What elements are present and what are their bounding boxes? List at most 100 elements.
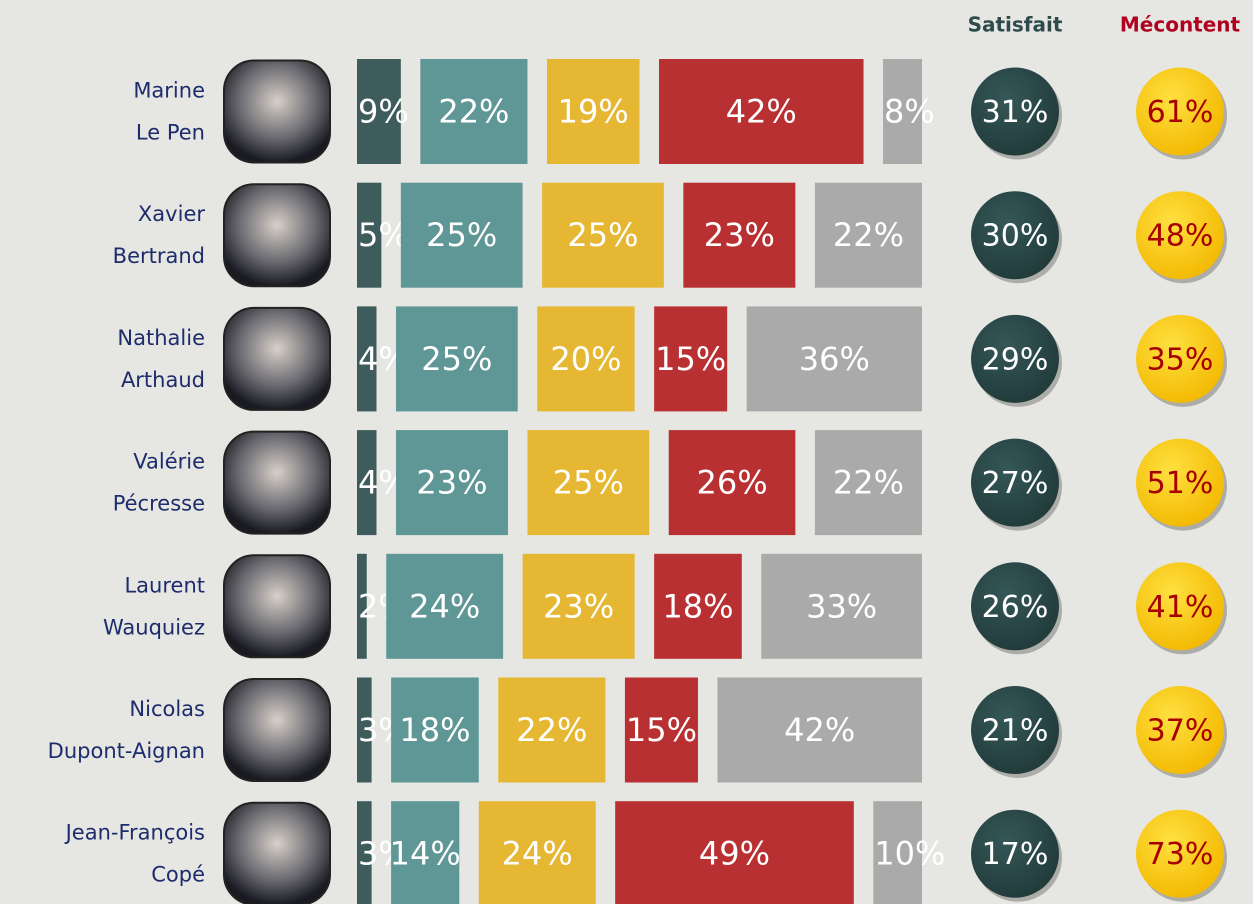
candidate-name: Xavier: [138, 202, 205, 226]
value-label: 10%: [874, 835, 945, 873]
total-badge: [1136, 562, 1224, 651]
value-label: 9%: [358, 93, 409, 131]
candidate-name: Jean-François: [64, 821, 205, 845]
value-label: 42%: [726, 93, 797, 131]
value-label: 36%: [799, 340, 870, 378]
bar-segment: [542, 182, 664, 288]
bar-segment: [615, 801, 854, 904]
total-label: 37%: [1147, 714, 1214, 749]
bar-segment: [883, 59, 922, 164]
bar-segment: [659, 59, 864, 164]
candidate-name: Arthaud: [121, 368, 205, 392]
total-badge: [1136, 191, 1224, 280]
bar-segment: [357, 59, 401, 164]
candidate-name: Pécresse: [113, 492, 205, 516]
total-label: 27%: [982, 466, 1049, 501]
column-header: Satisfait: [968, 13, 1063, 37]
total-label: 30%: [982, 219, 1049, 254]
value-label: 18%: [399, 711, 470, 749]
value-label: 20%: [550, 340, 621, 378]
value-label: 23%: [704, 216, 775, 254]
total-label: 17%: [982, 837, 1049, 872]
total-badge: [1136, 809, 1224, 898]
value-label: 25%: [421, 340, 492, 378]
bar-segment: [498, 677, 606, 783]
bar-segment: [761, 553, 922, 659]
total-label: 21%: [982, 714, 1049, 749]
total-label: 26%: [982, 590, 1049, 625]
bar-segment: [814, 182, 922, 288]
total-label: 73%: [1147, 837, 1214, 872]
candidate-photo: [223, 554, 331, 659]
bar-segment: [357, 182, 382, 288]
value-label: 22%: [833, 216, 904, 254]
total-badge: [971, 809, 1059, 898]
total-badge: [971, 67, 1059, 156]
total-label: 41%: [1147, 590, 1214, 625]
bar-segment: [357, 553, 367, 659]
value-label: 19%: [558, 93, 629, 131]
candidate-name: Nathalie: [117, 326, 205, 350]
bar-segment: [400, 182, 523, 288]
candidate-name: Bertrand: [113, 244, 205, 268]
total-badge: [1136, 438, 1224, 527]
total-label: 61%: [1147, 95, 1214, 130]
column-header: Mécontent: [1120, 13, 1241, 37]
bar-segment: [746, 306, 922, 412]
bar-segment: [478, 801, 596, 904]
bar-segment: [386, 553, 504, 659]
bar-segment: [654, 553, 742, 659]
bar-segment: [357, 677, 372, 783]
candidate-name: Marine: [133, 79, 205, 103]
value-label: 22%: [516, 711, 587, 749]
value-label: 25%: [553, 464, 624, 502]
value-label: 15%: [655, 340, 726, 378]
value-label: 18%: [662, 587, 733, 625]
bar-segment: [391, 677, 479, 783]
total-badge: [971, 314, 1059, 403]
candidate-name: Wauquiez: [103, 615, 205, 639]
value-label: 42%: [784, 711, 855, 749]
value-label: 24%: [502, 835, 573, 873]
value-label: 26%: [696, 464, 767, 502]
value-label: 22%: [438, 93, 509, 131]
candidate-name: Le Pen: [136, 121, 205, 145]
value-label: 14%: [390, 835, 461, 873]
candidate-name: Laurent: [124, 573, 205, 597]
bar-segment: [357, 306, 377, 412]
bar-segment: [537, 306, 635, 412]
bar-segment: [683, 182, 796, 288]
candidate-photo: [223, 430, 331, 535]
candidate-name: Copé: [151, 863, 205, 887]
bar-segment: [668, 430, 796, 536]
total-label: 51%: [1147, 466, 1214, 501]
candidate-photo: [223, 306, 331, 411]
total-label: 31%: [982, 95, 1049, 130]
bar-segment: [546, 59, 640, 164]
value-label: 8%: [884, 93, 935, 131]
bar-segment: [357, 430, 377, 536]
value-label: 23%: [543, 587, 614, 625]
value-label: 5%: [358, 216, 409, 254]
candidate-name: Valérie: [133, 450, 205, 474]
total-badge: [1136, 686, 1224, 774]
total-badge: [971, 686, 1059, 774]
bar-segment: [395, 430, 508, 536]
bar-segment: [522, 553, 635, 659]
value-label: 25%: [426, 216, 497, 254]
total-badge: [971, 562, 1059, 651]
value-label: 33%: [806, 587, 877, 625]
bar-segment: [527, 430, 650, 536]
bar-segment: [814, 430, 922, 536]
value-label: 22%: [833, 464, 904, 502]
total-label: 35%: [1147, 342, 1214, 377]
bar-segment: [357, 801, 372, 904]
bar-segment: [420, 59, 528, 164]
value-label: 24%: [409, 587, 480, 625]
value-label: 49%: [699, 835, 770, 873]
candidate-name: Nicolas: [129, 697, 205, 721]
candidate-photo: [223, 183, 331, 288]
bar-segment: [624, 677, 698, 783]
candidate-photo: [223, 801, 331, 904]
